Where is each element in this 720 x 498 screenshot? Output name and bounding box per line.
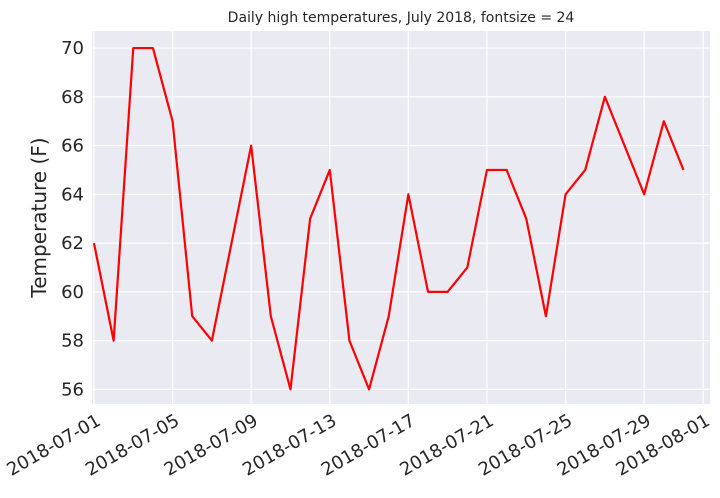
y-tick-label: 56 [61,379,84,400]
y-tick-label: 62 [61,233,84,254]
x-tick-labels: 2018-07-012018-07-052018-07-092018-07-13… [3,410,713,480]
y-tick-label: 70 [61,38,84,59]
series-group [92,46,685,391]
chart-title: Daily high temperatures, July 2018, font… [228,10,575,26]
plot-area [92,31,710,404]
y-tick-labels: 56 58 60 62 64 66 68 70 [61,38,84,400]
y-tick-label: 60 [61,282,84,303]
y-axis-label: Temperature (F) [27,137,51,298]
y-gridlines [92,47,710,390]
y-tick-label: 68 [61,87,84,108]
y-tick-label: 66 [61,136,84,157]
y-tick-label: 58 [61,331,84,352]
x-gridlines [93,31,704,404]
y-tick-label: 64 [61,184,84,205]
